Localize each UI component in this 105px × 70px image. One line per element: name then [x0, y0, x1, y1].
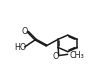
Text: HO: HO: [14, 43, 26, 52]
Text: O: O: [53, 52, 59, 61]
Text: O: O: [22, 27, 28, 36]
Text: CH₃: CH₃: [69, 51, 84, 60]
